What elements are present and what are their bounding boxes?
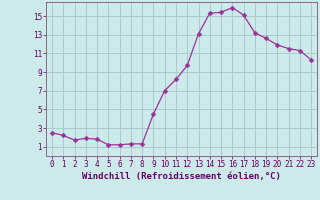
X-axis label: Windchill (Refroidissement éolien,°C): Windchill (Refroidissement éolien,°C) bbox=[82, 172, 281, 181]
